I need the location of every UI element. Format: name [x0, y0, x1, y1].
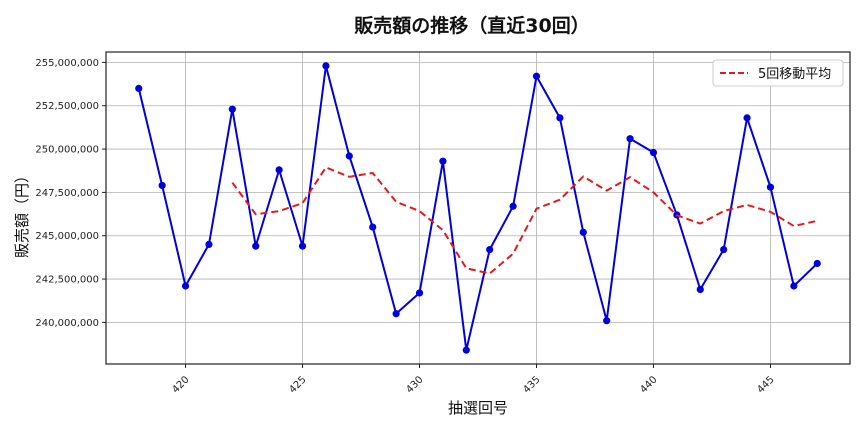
- y-tick-label: 245,000,000: [35, 231, 99, 242]
- data-point-marker: [275, 166, 283, 174]
- y-tick-label: 240,000,000: [35, 318, 99, 329]
- x-tick-label: 420: [170, 374, 191, 395]
- y-tick-label: 250,000,000: [35, 145, 99, 156]
- y-tick-label: 247,500,000: [35, 188, 99, 199]
- data-point-marker: [252, 242, 260, 250]
- data-point-marker: [298, 242, 307, 250]
- data-point-marker: [766, 183, 775, 191]
- data-point-marker: [556, 114, 564, 122]
- data-point-marker: [626, 135, 634, 143]
- grid-lines: [106, 52, 850, 364]
- legend: 5回移動平均: [712, 59, 844, 87]
- y-tick-label: 242,500,000: [35, 275, 99, 286]
- x-tick-label: 445: [755, 374, 776, 395]
- data-point-marker: [579, 228, 587, 236]
- data-point-marker: [181, 282, 190, 290]
- data-point-marker: [603, 317, 611, 325]
- x-tick-label: 440: [638, 374, 659, 395]
- data-point-marker: [649, 148, 658, 157]
- data-point-marker: [415, 289, 424, 297]
- data-point-marker: [743, 114, 751, 122]
- data-point-marker: [228, 105, 236, 113]
- data-point-marker: [205, 240, 213, 248]
- data-point-marker: [532, 72, 541, 80]
- data-point-marker: [462, 346, 470, 354]
- data-point-marker: [345, 152, 353, 160]
- data-point-marker: [439, 157, 447, 165]
- data-point-marker: [158, 181, 166, 190]
- data-point-marker: [790, 282, 798, 290]
- y-tick-label: 252,500,000: [35, 101, 99, 112]
- legend-label-moving-average: 5回移動平均: [758, 67, 831, 82]
- data-point-marker: [720, 246, 728, 254]
- x-axis-ticks: 420 425 430 435 440 445: [170, 364, 777, 396]
- data-point-marker: [392, 310, 400, 318]
- chart-title: 販売額の推移（直近30回）: [354, 14, 589, 37]
- x-axis-label: 抽選回号: [448, 399, 508, 417]
- data-point-marker: [135, 84, 143, 92]
- series-layer: [135, 62, 821, 354]
- sales-line: [137, 64, 818, 352]
- data-point-marker: [486, 246, 494, 254]
- y-axis-label: 販売額（円）: [13, 168, 31, 258]
- x-tick-label: 425: [287, 374, 308, 395]
- data-point-marker: [509, 202, 517, 210]
- data-point-marker: [322, 62, 330, 70]
- legend-box: [712, 59, 844, 87]
- y-axis-ticks: 240,000,000 242,500,000 245,000,000 247,500…: [35, 58, 106, 329]
- y-tick-label: 255,000,000: [35, 58, 99, 69]
- data-point-marker: [369, 223, 377, 231]
- data-point-marker: [696, 285, 704, 294]
- x-tick-label: 430: [404, 374, 425, 395]
- data-point-marker: [813, 259, 821, 268]
- plot-frame: [105, 51, 851, 365]
- x-tick-label: 435: [521, 374, 542, 395]
- y-axis-label-group: 販売額（円）: [13, 168, 31, 258]
- moving-average-line: [231, 166, 818, 275]
